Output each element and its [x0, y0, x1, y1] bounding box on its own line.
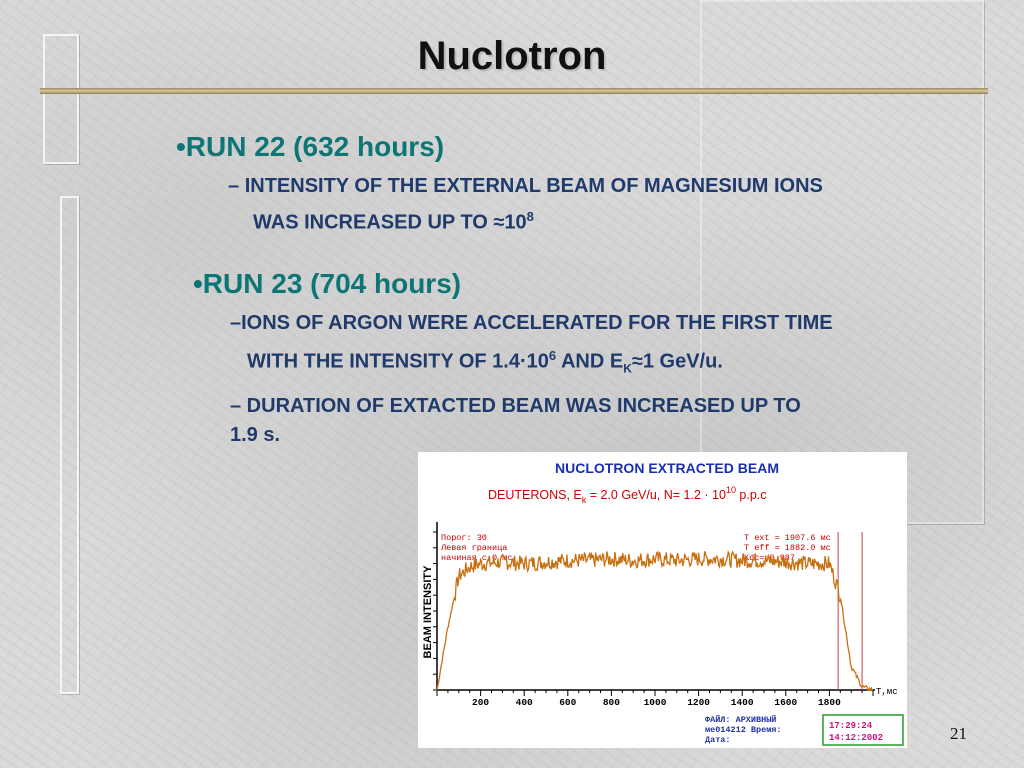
subscript: K: [623, 361, 632, 376]
decor-frame: [43, 34, 79, 164]
figure-subtitle: DEUTERONS, Ek = 2.0 GeV/u, N= 1.2 · 1010…: [488, 485, 767, 505]
subtitle-part: p.p.c: [736, 488, 767, 502]
x-tick-label: 600: [559, 697, 576, 708]
info-right-line: T ext = 1907.6 мс: [744, 533, 831, 543]
subtitle-part: = 2.0 GeV/u, N= 1.2 · 10: [586, 488, 726, 502]
x-axis-label: T,мс: [876, 687, 898, 697]
footer-date: 14:12:2002: [829, 733, 883, 743]
footer-left-line: ме014212 Время:: [705, 725, 782, 735]
subtitle-sub: k: [582, 495, 587, 505]
item-text: WAS INCREASED UP TO ≈10: [253, 211, 527, 234]
info-right-line: T eff = 1882.0 мс: [744, 543, 831, 553]
dash: –: [230, 395, 242, 417]
subtitle-part: DEUTERONS, E: [488, 488, 582, 502]
slide-title: Nuclotron: [417, 34, 607, 78]
item-text: IONS OF ARGON WERE ACCELERATED FOR THE F…: [241, 312, 833, 334]
info-left-line: начиная с 0 мс: [441, 553, 512, 563]
footer-box: [822, 714, 904, 746]
marker-layer: [837, 532, 863, 690]
x-tick-label: 1400: [731, 697, 754, 708]
run-23-item-2-line-1: – DURATION OF EXTACTED BEAM WAS INCREASE…: [230, 395, 801, 418]
beam-intensity-trace: [436, 550, 873, 692]
footer-left-line: ФАЙЛ: АРХИВНЫЙ: [705, 714, 776, 725]
beam-chart: NUCLOTRON EXTRACTED BEAM DEUTERONS, Ek =…: [422, 460, 904, 746]
x-tick-label: 200: [472, 697, 489, 708]
superscript: 8: [526, 209, 534, 224]
x-tick-label: 1600: [774, 697, 797, 708]
x-tick-label: 1800: [818, 697, 841, 708]
dash: –: [228, 175, 240, 197]
run-22-item-1-line-2: WAS INCREASED UP TO ≈108: [253, 209, 534, 235]
info-left: Порог: 30 Левая граница начиная с 0 мс: [440, 533, 512, 563]
superscript: 6: [548, 348, 557, 363]
x-tick-label: 800: [603, 697, 620, 708]
item-text: WITH THE INTENSITY OF 1.4·10: [247, 350, 549, 373]
run-23-item-1-line-2: WITH THE INTENSITY OF 1.4·106 AND EK≈1 G…: [247, 348, 723, 376]
x-tick-label: 400: [516, 697, 533, 708]
item-text: DURATION OF EXTACTED BEAM WAS INCREASED …: [241, 395, 801, 417]
beam-figure: NUCLOTRON EXTRACTED BEAM DEUTERONS, Ek =…: [418, 452, 907, 748]
run-23-item-2-line-2: 1.9 s.: [230, 424, 281, 446]
run-23-item-1-line-1: –IONS OF ARGON WERE ACCELERATED FOR THE …: [230, 312, 833, 335]
dash: –: [230, 312, 242, 334]
title-underline: [40, 88, 988, 94]
subtitle-sup: 10: [726, 485, 736, 495]
y-axis-label: BEAM INTENSITY: [422, 565, 434, 659]
run-22-item-1-line-1: – INTENSITY OF THE EXTERNAL BEAM OF MAGN…: [228, 175, 823, 198]
footer-left-line: Дата:: [705, 735, 731, 745]
info-left-line: Левая граница: [440, 543, 507, 553]
info-left-line: Порог: 30: [441, 533, 487, 543]
footer-time: 17:29:24: [829, 721, 873, 731]
item-text: AND E: [556, 350, 624, 373]
run-22-heading: •RUN 22 (632 hours): [176, 131, 445, 162]
x-tick-label: 1200: [687, 697, 710, 708]
figure-footer: ФАЙЛ: АРХИВНЫЙ ме014212 Время: Дата:: [705, 714, 782, 745]
item-text: ≈1 GeV/u.: [631, 350, 723, 373]
item-text: INTENSITY OF THE EXTERNAL BEAM OF MAGNES…: [244, 175, 823, 197]
x-tick-label: 1000: [644, 697, 667, 708]
figure-title: NUCLOTRON EXTRACTED BEAM: [555, 460, 779, 476]
run-23-heading: •RUN 23 (704 hours): [193, 268, 462, 299]
decor-frame: [60, 196, 79, 694]
tick-layer: 200 400 600 800 1000 1200 1400 1600 1800: [433, 522, 875, 708]
page-number: 21: [950, 724, 967, 743]
trace-layer: [436, 550, 873, 692]
